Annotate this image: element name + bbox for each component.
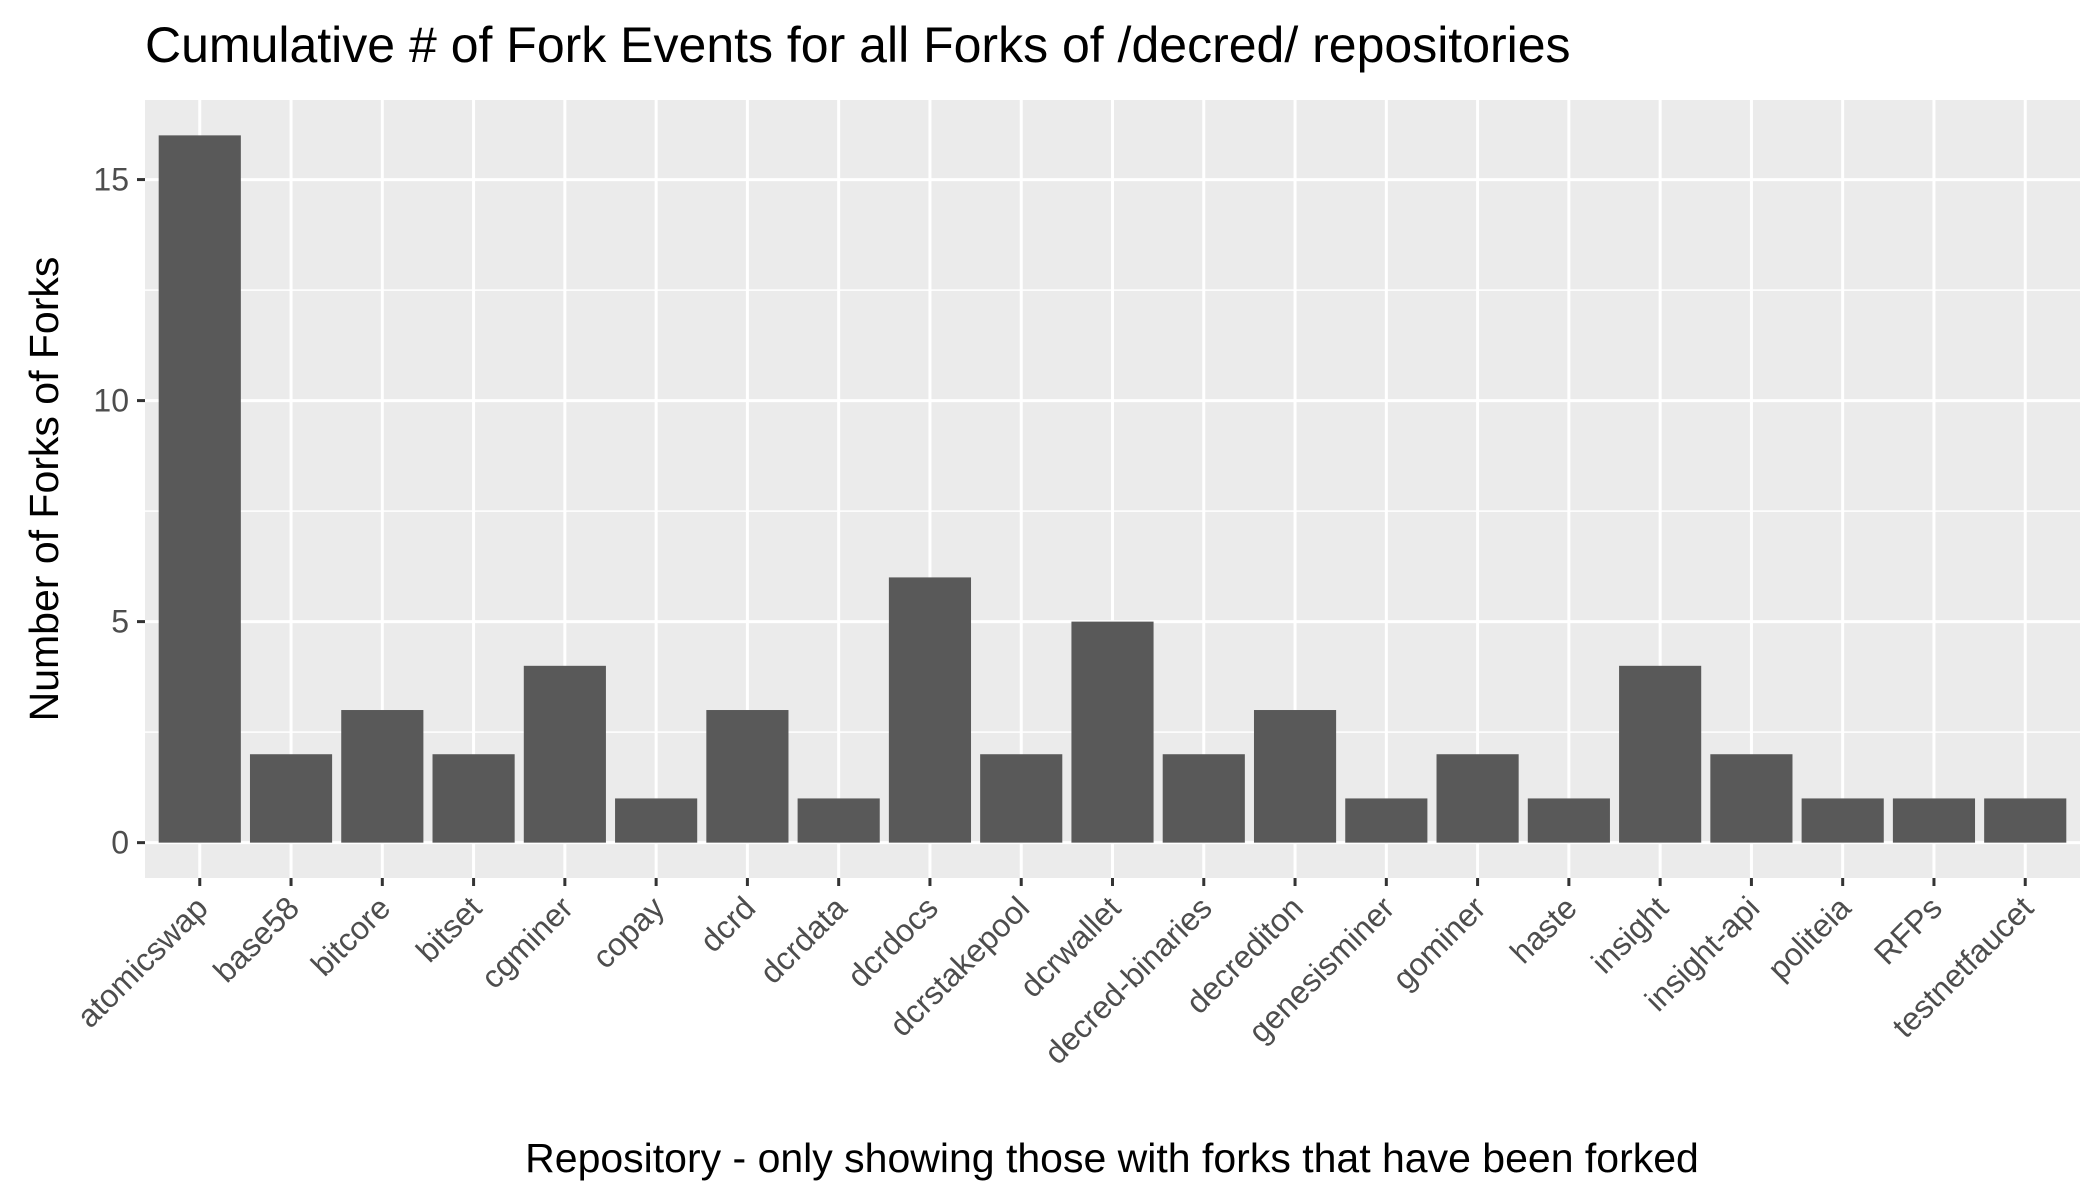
bar-haste [1527, 798, 1610, 843]
bar-testnetfaucet [1984, 798, 2067, 843]
y-tick-label: 0 [111, 825, 129, 861]
bar-dcrdata [797, 798, 880, 843]
x-tick-label: insight [1584, 889, 1675, 980]
x-tick-label: base58 [206, 889, 306, 989]
bar-genesisminer [1345, 798, 1428, 843]
bars [158, 135, 2067, 843]
x-tick-label: dcrdata [753, 889, 854, 990]
y-axis-title: Number of Forks of Forks [21, 257, 67, 722]
bar-copay [615, 798, 698, 843]
x-tick-label: RFPs [1867, 889, 1949, 971]
bar-dcrwallet [1071, 621, 1154, 843]
x-tick-label: cgminer [474, 889, 580, 995]
x-tick-label: gominer [1385, 889, 1492, 996]
x-axis-title: Repository - only showing those with for… [525, 1135, 1699, 1181]
chart-title: Cumulative # of Fork Events for all Fork… [145, 17, 1571, 73]
bar-decrediton [1253, 710, 1337, 843]
bar-RFPs [1892, 798, 1976, 843]
x-tick-label: atomicswap [70, 889, 215, 1034]
y-tick-label: 5 [111, 604, 129, 640]
y-tick-label: 15 [93, 162, 129, 198]
bar-dcrdocs [888, 577, 972, 843]
bar-decred-binaries [1162, 754, 1245, 843]
bar-dcrd [706, 710, 789, 843]
x-tick-label: decred-binaries [1037, 889, 1218, 1070]
bar-bitcore [341, 710, 424, 843]
bar-atomicswap [158, 135, 241, 843]
y-axis: 0 5 10 15 [93, 162, 145, 861]
bar-gominer [1436, 754, 1519, 843]
x-tick-label: politeia [1760, 889, 1857, 986]
bar-bitset [432, 754, 515, 843]
x-tick-label: haste [1503, 889, 1584, 970]
bar-dcrstakepool [980, 754, 1063, 843]
bar-cgminer [523, 665, 606, 843]
x-tick-label: bitset [409, 889, 489, 969]
bar-insight [1619, 665, 1702, 843]
bar-base58 [249, 754, 333, 843]
x-tick-label: bitcore [304, 889, 397, 982]
x-tick-label: dcrd [693, 889, 762, 958]
bar-politeia [1801, 798, 1884, 843]
y-tick-label: 10 [93, 383, 129, 419]
x-tick-label: copay [585, 889, 671, 975]
bar-insight-api [1710, 754, 1793, 843]
